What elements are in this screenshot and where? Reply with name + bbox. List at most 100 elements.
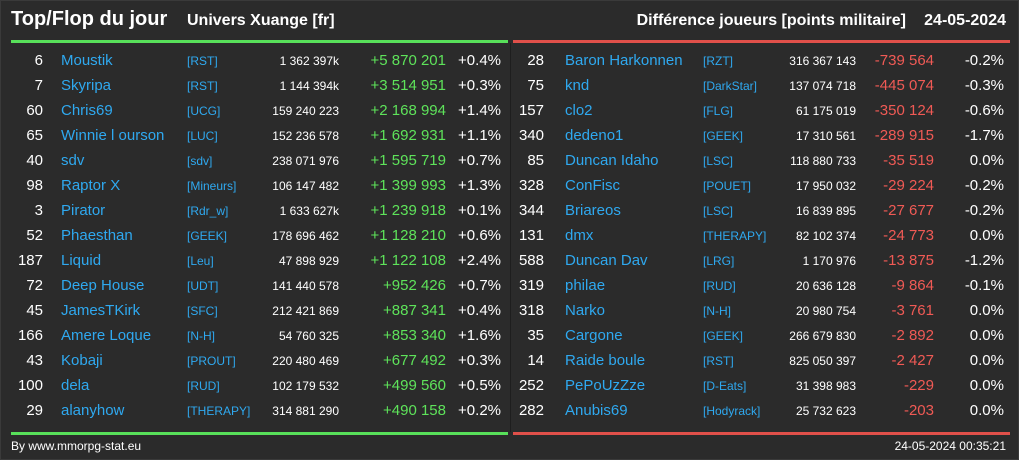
alliance-tag-link[interactable]: [LRG] — [703, 254, 735, 268]
player-name-link[interactable]: Narko — [565, 302, 606, 319]
flop-row: 35 Cargone [GEEK] 266 679 830 -2 892 0.0% — [513, 323, 1013, 348]
player-name-link[interactable]: Anubis69 — [565, 402, 628, 419]
alliance-tag-link[interactable]: [Mineurs] — [187, 179, 237, 193]
top-footer-rule — [11, 432, 508, 435]
player-name-link[interactable]: dedeno1 — [565, 127, 624, 144]
alliance-tag-link[interactable]: [GEEK] — [703, 329, 744, 343]
player-name-link[interactable]: Duncan Idaho — [565, 152, 659, 169]
military-points: 1 633 627k — [279, 204, 339, 218]
alliance-tag-link[interactable]: [N-H] — [187, 329, 215, 343]
flop-row: 344 Briareos [LSC] 16 839 895 -27 677 -0.2% — [513, 198, 1013, 223]
alliance-tag-link[interactable]: [Leu] — [187, 254, 214, 268]
alliance-tag-link[interactable]: [THERAPY] — [703, 229, 767, 243]
military-points: 220 480 469 — [272, 354, 339, 368]
military-points: 159 240 223 — [272, 104, 339, 118]
percent-change: +1.1% — [458, 127, 501, 144]
player-name-link[interactable]: Amere Loque — [61, 327, 152, 344]
top-row: 6 Moustik [RST] 1 362 397k +5 870 201 +0.4% — [9, 48, 509, 73]
player-name-link[interactable]: Raptor X — [61, 177, 121, 194]
military-points: 266 679 830 — [789, 329, 856, 343]
flop-footer-rule — [513, 432, 1010, 435]
alliance-tag-link[interactable]: [POUET] — [703, 179, 752, 193]
player-rank: 98 — [26, 177, 43, 194]
player-name-link[interactable]: Chris69 — [61, 102, 113, 119]
points-difference: +1 399 993 — [370, 177, 447, 194]
military-points: 17 950 032 — [795, 179, 856, 193]
percent-change: +0.7% — [458, 277, 501, 294]
player-name-link[interactable]: Moustik — [61, 52, 113, 69]
military-points: 20 980 754 — [795, 304, 856, 318]
alliance-tag-link[interactable]: [GEEK] — [187, 229, 228, 243]
player-name-link[interactable]: JamesTKirk — [61, 302, 141, 319]
player-name-link[interactable]: ConFisc — [565, 177, 621, 194]
player-rank: 588 — [518, 252, 544, 269]
points-difference: +1 692 931 — [370, 127, 447, 144]
military-points: 47 898 929 — [278, 254, 339, 268]
alliance-tag-link[interactable]: [THERAPY] — [187, 404, 251, 418]
top-row: 45 JamesTKirk [SFC] 212 421 869 +887 341 +0.4… — [9, 298, 509, 323]
player-name-link[interactable]: PePoUzZze — [565, 377, 646, 394]
alliance-tag-link[interactable]: [RST] — [703, 354, 734, 368]
player-name-link[interactable]: Pirator — [61, 202, 106, 219]
alliance-tag-link[interactable]: [D-Eats] — [703, 379, 747, 393]
player-rank: 85 — [527, 152, 544, 169]
military-points: 212 421 869 — [272, 304, 339, 318]
points-difference: -739 564 — [874, 52, 934, 69]
percent-change: 0.0% — [969, 352, 1004, 369]
player-name-link[interactable]: philae — [565, 277, 606, 294]
alliance-tag-link[interactable]: [N-H] — [703, 304, 731, 318]
percent-change: 0.0% — [969, 227, 1004, 244]
player-name-link[interactable]: Cargone — [565, 327, 623, 344]
alliance-tag-link[interactable]: [RST] — [187, 54, 218, 68]
player-rank: 7 — [34, 77, 43, 94]
player-name-link[interactable]: Phaesthan — [61, 227, 133, 244]
alliance-tag-link[interactable]: [LSC] — [703, 154, 734, 168]
alliance-tag-link[interactable]: [UDT] — [187, 279, 219, 293]
alliance-tag-link[interactable]: [sdv] — [187, 154, 213, 168]
military-points: 54 760 325 — [278, 329, 339, 343]
player-name-link[interactable]: Liquid — [61, 252, 102, 269]
player-name-link[interactable]: dmx — [565, 227, 594, 244]
percent-change: +0.1% — [458, 202, 501, 219]
alliance-tag-link[interactable]: [PROUT] — [187, 354, 236, 368]
alliance-tag-link[interactable]: [DarkStar] — [703, 79, 758, 93]
player-name-link[interactable]: Skyripa — [61, 77, 112, 94]
player-name-link[interactable]: alanyhow — [61, 402, 125, 419]
player-rank: 72 — [26, 277, 43, 294]
alliance-tag-link[interactable]: [SFC] — [187, 304, 218, 318]
player-rank: 157 — [518, 102, 544, 119]
points-difference: -445 074 — [874, 77, 934, 94]
points-difference: +1 122 108 — [370, 252, 447, 269]
alliance-tag-link[interactable]: [RUD] — [187, 379, 220, 393]
alliance-tag-link[interactable]: [Hodyrack] — [703, 404, 761, 418]
player-name-link[interactable]: Duncan Dav — [565, 252, 648, 269]
alliance-tag-link[interactable]: [LSC] — [703, 204, 734, 218]
player-name-link[interactable]: dela — [61, 377, 90, 394]
player-name-link[interactable]: Briareos — [565, 202, 621, 219]
percent-change: +0.5% — [458, 377, 501, 394]
player-rank: 252 — [518, 377, 544, 394]
player-name-link[interactable]: Winnie l ourson — [61, 127, 165, 144]
top-row: 166 Amere Loque [N-H] 54 760 325 +853 340 +1.… — [9, 323, 509, 348]
player-name-link[interactable]: Raide boule — [565, 352, 646, 369]
alliance-tag-link[interactable]: [RZT] — [703, 54, 733, 68]
alliance-tag-link[interactable]: [FLG] — [703, 104, 734, 118]
top-header-rule — [11, 40, 508, 43]
percent-change: +0.4% — [458, 302, 501, 319]
alliance-tag-link[interactable]: [GEEK] — [703, 129, 744, 143]
alliance-tag-link[interactable]: [UCG] — [187, 104, 221, 118]
player-name-link[interactable]: Kobaji — [61, 352, 103, 369]
points-difference: -203 — [903, 402, 934, 419]
player-name-link[interactable]: clo2 — [565, 102, 593, 119]
alliance-tag-link[interactable]: [RST] — [187, 79, 218, 93]
player-name-link[interactable]: Baron Harkonnen — [565, 52, 683, 69]
player-rank: 65 — [26, 127, 43, 144]
player-rank: 40 — [26, 152, 43, 169]
alliance-tag-link[interactable]: [LUC] — [187, 129, 218, 143]
player-name-link[interactable]: sdv — [61, 152, 85, 169]
alliance-tag-link[interactable]: [RUD] — [703, 279, 736, 293]
player-name-link[interactable]: knd — [565, 77, 590, 94]
alliance-tag-link[interactable]: [Rdr_w] — [187, 204, 229, 218]
flop-row: 252 PePoUzZze [D-Eats] 31 398 983 -229 0.0% — [513, 373, 1013, 398]
player-name-link[interactable]: Deep House — [61, 277, 145, 294]
